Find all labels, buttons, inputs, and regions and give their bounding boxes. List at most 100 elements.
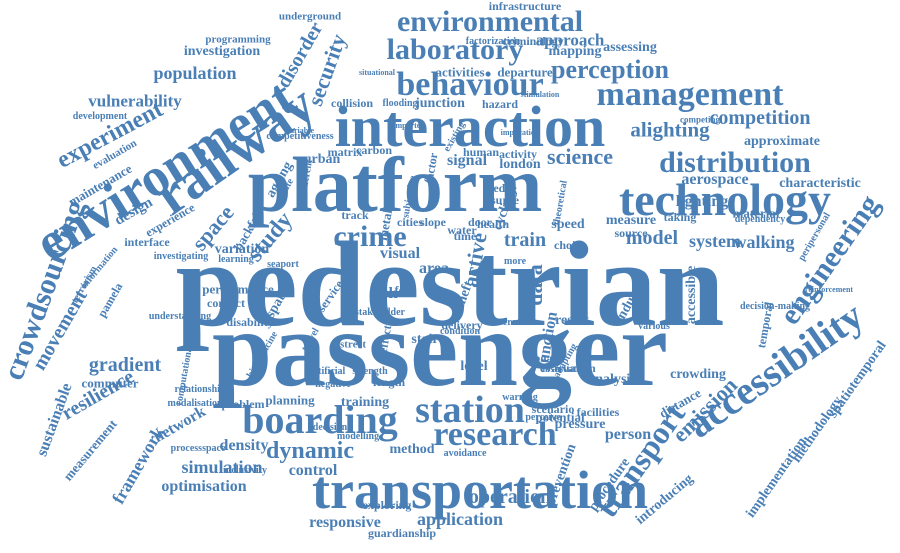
cloud-word: london: [499, 157, 541, 172]
cloud-word: simulation: [181, 457, 263, 477]
cloud-word: matrix: [327, 145, 363, 159]
cloud-word: track: [341, 208, 369, 222]
cloud-word: infrastructure: [488, 0, 562, 13]
cloud-word: transportation: [312, 460, 648, 520]
cloud-word: alighting: [630, 117, 710, 142]
cloud-word: stakeholder: [355, 307, 405, 318]
cloud-word: human: [462, 145, 500, 159]
cloud-word: commuter: [81, 375, 139, 391]
cloud-word: dependency: [734, 214, 786, 225]
cloud-word: processspace: [170, 443, 226, 454]
cloud-word: person: [604, 426, 652, 443]
cloud-word: material: [732, 205, 780, 221]
cloud-word: dynamic: [265, 438, 355, 464]
cloud-word: environmental: [396, 5, 584, 38]
cloud-word: choice: [554, 238, 586, 252]
cloud-word: signal: [446, 152, 488, 169]
cloud-word: competition: [709, 107, 811, 129]
cloud-word: lighting: [675, 193, 729, 210]
cloud-word: underground: [278, 10, 342, 23]
cloud-word: situational: [358, 68, 396, 77]
cloud-word: optimisation: [161, 478, 247, 495]
cloud-word: fear: [394, 283, 416, 297]
cloud-word: implication: [500, 128, 540, 137]
cloud-word: mapping: [548, 44, 602, 59]
cloud-word: surge: [491, 193, 519, 207]
cloud-word: facilities: [576, 405, 620, 419]
cloud-word: delivery: [441, 318, 483, 332]
cloud-word: application: [416, 509, 504, 529]
cloud-word: edge: [493, 181, 517, 195]
cloud-word: condition: [439, 326, 481, 337]
cloud-word: crowding: [670, 367, 726, 382]
cloud-word: disability: [226, 315, 274, 329]
cloud-word: avoidance: [443, 448, 487, 459]
cloud-word: understanding: [148, 311, 212, 322]
cloud-word: inclusivity: [223, 465, 267, 476]
cloud-word: method: [389, 442, 435, 457]
cloud-word: pressure: [554, 417, 606, 432]
cloud-word: door: [468, 215, 492, 229]
cloud-word: investigating: [153, 251, 209, 262]
cloud-word: water: [447, 223, 477, 237]
cloud-word: approximate: [744, 134, 820, 149]
cloud-word: imported: [393, 121, 425, 130]
cloud-word: train: [503, 229, 547, 251]
cloud-word: negative: [315, 379, 351, 390]
cloud-word: visual: [379, 245, 421, 262]
cloud-word: crowd: [502, 317, 530, 328]
cloud-word: scenario: [531, 402, 575, 416]
cloud-word: potential: [535, 409, 585, 425]
cloud-word: platform: [247, 141, 543, 228]
cloud-word: speed: [551, 217, 585, 232]
cloud-word: criminology: [502, 34, 564, 48]
cloud-word: seaport: [267, 259, 299, 270]
cloud-word: hazard: [482, 97, 518, 111]
cloud-word: collision: [330, 96, 374, 110]
cloud-word: modelling: [336, 431, 380, 442]
cloud-word: decision: [312, 422, 348, 433]
cloud-word: warning: [502, 392, 538, 403]
cloud-word: science: [547, 144, 613, 169]
cloud-word: aerospace: [681, 171, 749, 188]
cloud-word: station: [415, 389, 525, 431]
cloud-word: risk: [370, 285, 398, 302]
cloud-word: computational: [173, 343, 196, 407]
cloud-word: development: [72, 111, 128, 122]
cloud-word: assessing: [603, 40, 657, 55]
cloud-word: behaviour: [396, 66, 544, 103]
cloud-word: reinforcement: [804, 285, 854, 294]
cloud-word: variation: [214, 242, 270, 257]
cloud-word: competing: [680, 114, 720, 125]
cloud-word: technology: [618, 174, 832, 225]
cloud-word: competitiveness: [266, 131, 334, 142]
cloud-word: learning: [218, 254, 254, 265]
cloud-word: carbon: [356, 143, 392, 157]
cloud-word: system: [689, 231, 741, 251]
cloud-word: planning: [265, 392, 315, 408]
cloud-word: pamela: [94, 280, 126, 320]
cloud-word: stair: [411, 332, 439, 347]
cloud-word: variable: [286, 126, 314, 135]
cloud-word: interface: [124, 235, 170, 249]
cloud-word: street: [339, 338, 367, 351]
cloud-word: result: [555, 313, 589, 328]
cloud-word: measurement: [60, 416, 120, 484]
cloud-word: board: [533, 351, 565, 365]
cloud-word: stimulation: [520, 90, 560, 99]
cloud-word: perception: [551, 55, 669, 84]
cloud-word: boarding: [242, 397, 398, 442]
cloud-word: programming: [205, 33, 271, 46]
cloud-word: analysis: [588, 372, 636, 387]
cloud-word: approach: [535, 30, 605, 50]
cloud-word: departure: [497, 64, 553, 80]
cloud-word: distribution: [659, 146, 811, 179]
cloud-word: area: [419, 260, 449, 277]
cloud-word: more: [503, 256, 527, 267]
cloud-word: exploring: [362, 498, 412, 512]
cloud-word: problem: [221, 397, 265, 411]
cloud-word: research: [433, 416, 557, 453]
cloud-word: laboratory: [386, 33, 524, 66]
cloud-word: slope: [419, 215, 447, 229]
cloud-word: evacuation: [540, 361, 596, 375]
